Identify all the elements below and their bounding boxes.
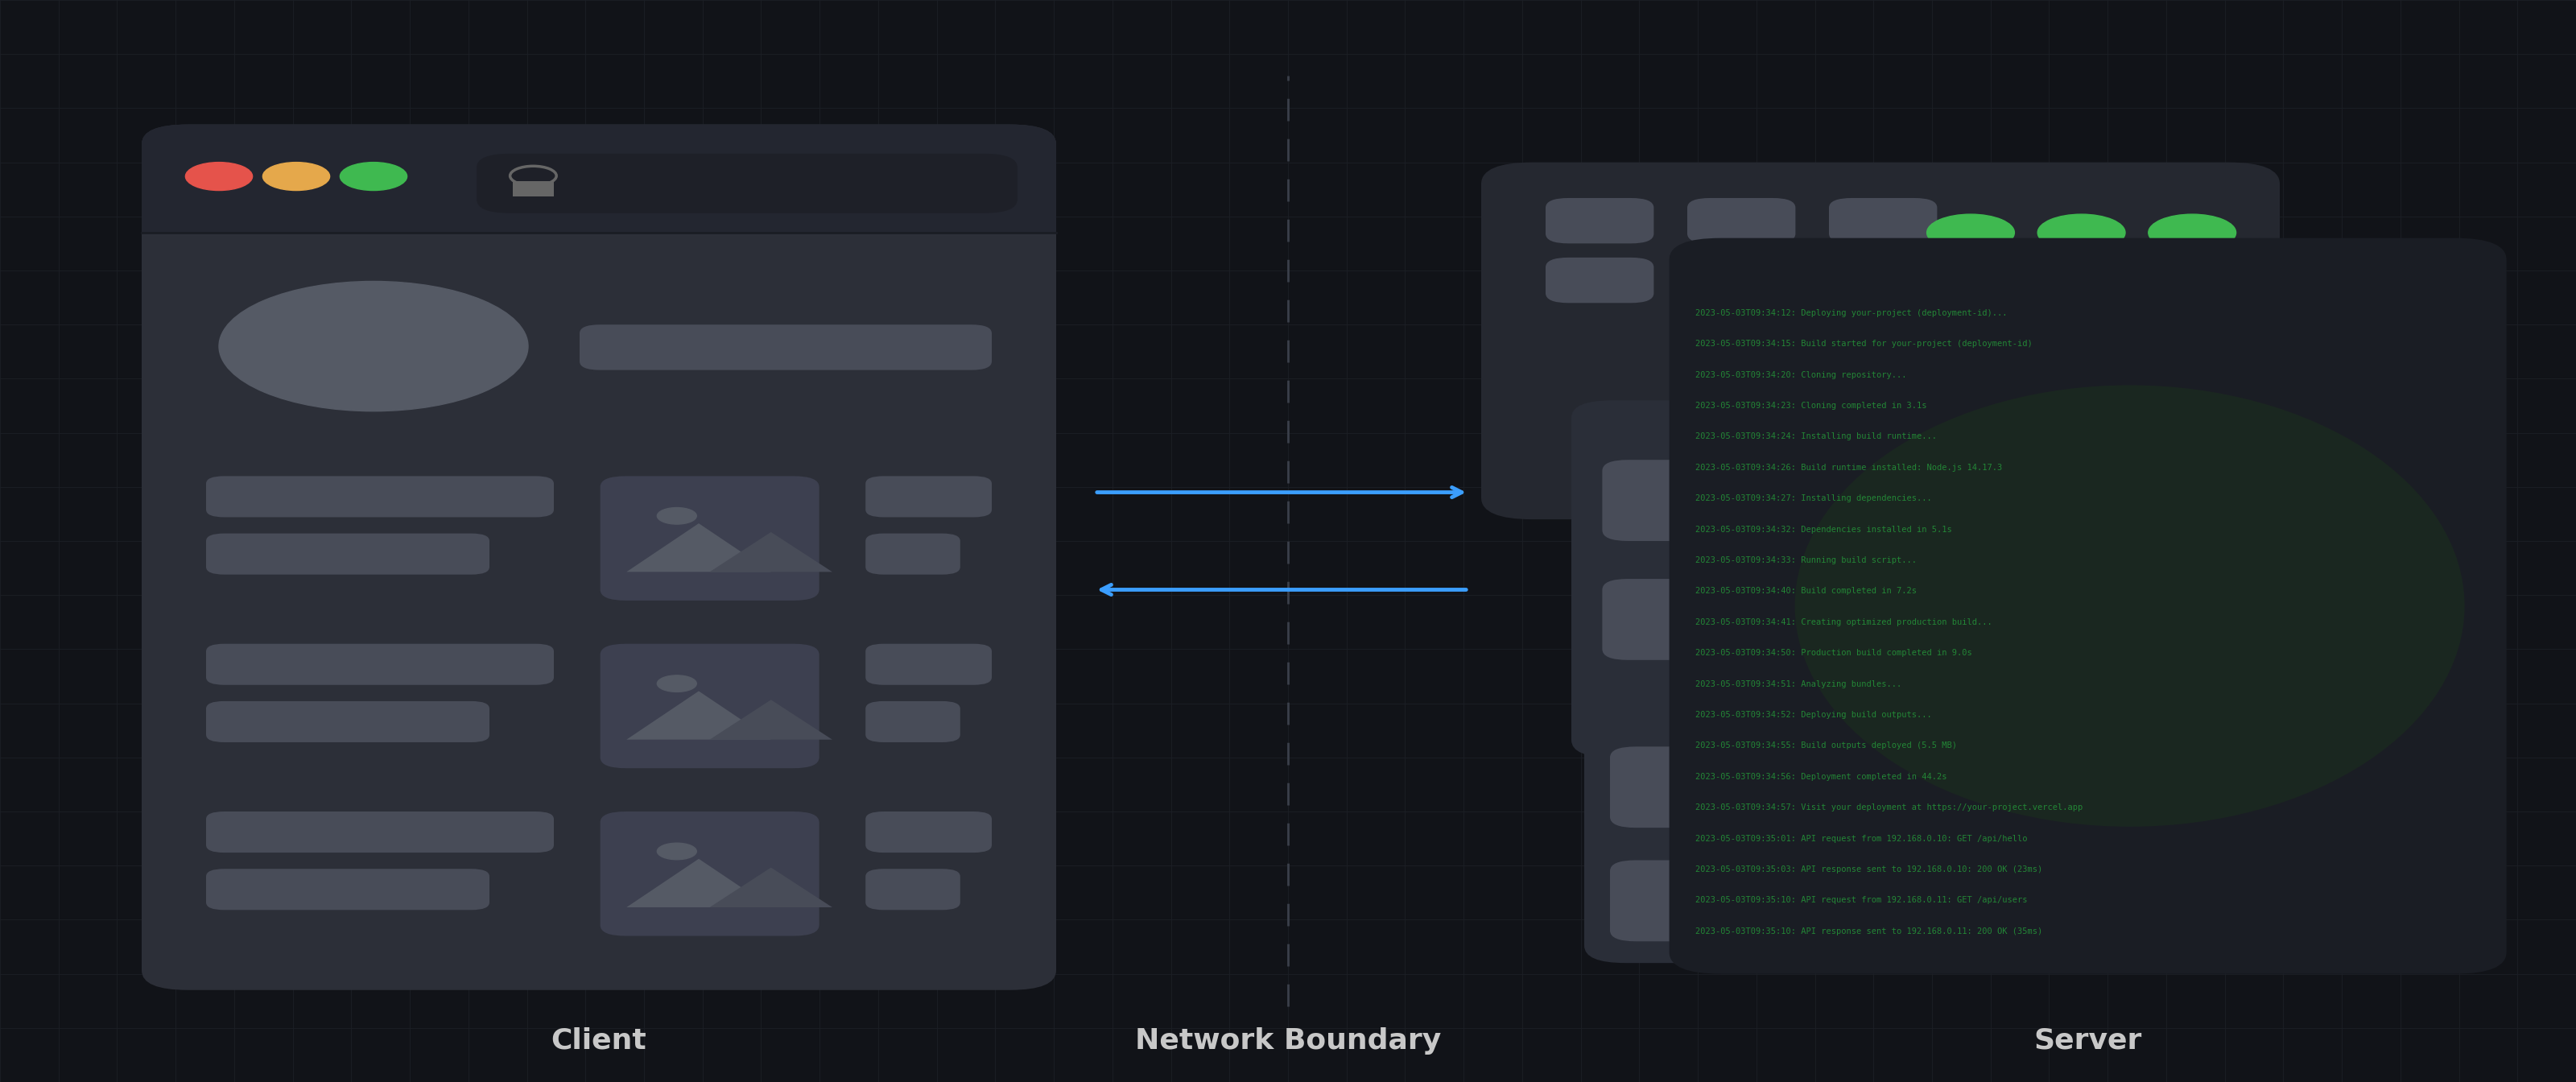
Text: 2023-05-03T09:34:40: Build completed in 7.2s: 2023-05-03T09:34:40: Build completed in … [1695,588,1917,595]
Polygon shape [711,868,832,908]
FancyBboxPatch shape [1546,258,1654,303]
FancyBboxPatch shape [1602,579,1744,660]
FancyBboxPatch shape [1610,860,1752,941]
Polygon shape [626,859,770,908]
Circle shape [657,507,696,524]
FancyBboxPatch shape [1687,258,1795,303]
FancyBboxPatch shape [600,644,819,768]
Circle shape [657,843,696,859]
Text: 2023-05-03T09:34:55: Build outputs deployed (5.5 MB): 2023-05-03T09:34:55: Build outputs deplo… [1695,742,1958,750]
FancyBboxPatch shape [206,701,489,742]
FancyBboxPatch shape [206,644,554,685]
Text: 2023-05-03T09:34:52: Deploying build outputs...: 2023-05-03T09:34:52: Deploying build out… [1695,711,1932,718]
FancyBboxPatch shape [206,533,489,575]
FancyBboxPatch shape [1571,400,1777,757]
FancyBboxPatch shape [866,533,961,575]
Text: 2023-05-03T09:34:26: Build runtime installed: Node.js 14.17.3: 2023-05-03T09:34:26: Build runtime insta… [1695,463,2002,472]
FancyBboxPatch shape [580,325,992,370]
FancyBboxPatch shape [142,124,1056,233]
Circle shape [185,162,252,190]
Text: 2023-05-03T09:34:24: Installing build runtime...: 2023-05-03T09:34:24: Installing build ru… [1695,433,1937,440]
FancyBboxPatch shape [477,154,1018,213]
Bar [513,181,554,197]
Text: 2023-05-03T09:34:15: Build started for your-project (deployment-id): 2023-05-03T09:34:15: Build started for y… [1695,340,2032,348]
Circle shape [340,162,407,190]
Text: 2023-05-03T09:34:41: Creating optimized production build...: 2023-05-03T09:34:41: Creating optimized … [1695,618,1991,626]
FancyBboxPatch shape [1546,198,1654,243]
Text: Server: Server [2035,1027,2141,1055]
Text: 2023-05-03T09:34:20: Cloning repository...: 2023-05-03T09:34:20: Cloning repository.… [1695,371,1906,379]
Text: 2023-05-03T09:35:10: API request from 192.168.0.11: GET /api/users: 2023-05-03T09:35:10: API request from 19… [1695,896,2027,905]
Circle shape [2148,214,2236,251]
FancyBboxPatch shape [600,476,819,601]
FancyBboxPatch shape [206,869,489,910]
Text: Network Boundary: Network Boundary [1136,1027,1440,1055]
FancyBboxPatch shape [866,812,992,853]
Text: 2023-05-03T09:34:27: Installing dependencies...: 2023-05-03T09:34:27: Installing dependen… [1695,494,1932,502]
Circle shape [2038,214,2125,251]
FancyBboxPatch shape [1610,747,1752,828]
FancyBboxPatch shape [866,701,961,742]
Ellipse shape [1795,385,2465,827]
Text: 2023-05-03T09:34:56: Deployment completed in 44.2s: 2023-05-03T09:34:56: Deployment complete… [1695,773,1947,781]
Text: 2023-05-03T09:34:12: Deploying your-project (deployment-id)...: 2023-05-03T09:34:12: Deploying your-proj… [1695,309,2007,317]
Text: 2023-05-03T09:35:10: API response sent to 192.168.0.11: 200 OK (35ms): 2023-05-03T09:35:10: API response sent t… [1695,927,2043,935]
FancyBboxPatch shape [206,476,554,517]
FancyBboxPatch shape [1687,198,1795,243]
FancyBboxPatch shape [1829,258,1937,303]
Text: Client: Client [551,1027,647,1055]
FancyBboxPatch shape [1829,198,1937,243]
Polygon shape [711,532,832,572]
Circle shape [263,162,330,190]
Circle shape [219,281,528,411]
FancyBboxPatch shape [142,184,1056,233]
Polygon shape [626,691,770,740]
Circle shape [1927,214,2014,251]
Circle shape [657,675,696,691]
Text: 2023-05-03T09:34:50: Production build completed in 9.0s: 2023-05-03T09:34:50: Production build co… [1695,649,1971,657]
Text: 2023-05-03T09:34:33: Running build script...: 2023-05-03T09:34:33: Running build scrip… [1695,556,1917,565]
Text: 2023-05-03T09:35:01: API request from 192.168.0.10: GET /api/hello: 2023-05-03T09:35:01: API request from 19… [1695,834,2027,843]
FancyBboxPatch shape [1584,714,1777,963]
Text: 2023-05-03T09:34:57: Visit your deployment at https://your-project.vercel.app: 2023-05-03T09:34:57: Visit your deployme… [1695,804,2081,812]
Polygon shape [711,700,832,740]
FancyBboxPatch shape [1669,238,2506,974]
Text: 2023-05-03T09:34:23: Cloning completed in 3.1s: 2023-05-03T09:34:23: Cloning completed i… [1695,401,1927,410]
Text: 2023-05-03T09:34:32: Dependencies installed in 5.1s: 2023-05-03T09:34:32: Dependencies instal… [1695,526,1953,533]
FancyBboxPatch shape [866,476,992,517]
Polygon shape [626,524,770,572]
FancyBboxPatch shape [1481,162,2280,519]
FancyBboxPatch shape [866,869,961,910]
FancyBboxPatch shape [866,644,992,685]
FancyBboxPatch shape [206,812,554,853]
FancyBboxPatch shape [600,812,819,936]
FancyBboxPatch shape [142,124,1056,990]
Text: 2023-05-03T09:34:51: Analyzing bundles...: 2023-05-03T09:34:51: Analyzing bundles..… [1695,679,1901,688]
Text: 2023-05-03T09:35:03: API response sent to 192.168.0.10: 200 OK (23ms): 2023-05-03T09:35:03: API response sent t… [1695,866,2043,873]
FancyBboxPatch shape [1602,460,1744,541]
